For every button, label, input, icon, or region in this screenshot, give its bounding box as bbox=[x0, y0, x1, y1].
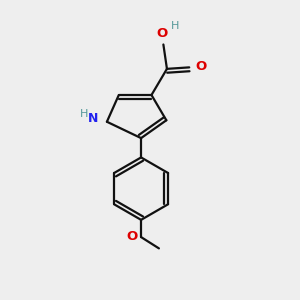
Text: O: O bbox=[195, 60, 206, 73]
Text: N: N bbox=[87, 112, 98, 125]
Text: H: H bbox=[80, 109, 88, 119]
Text: O: O bbox=[126, 230, 137, 243]
Text: H: H bbox=[170, 21, 179, 31]
Text: O: O bbox=[156, 27, 167, 40]
